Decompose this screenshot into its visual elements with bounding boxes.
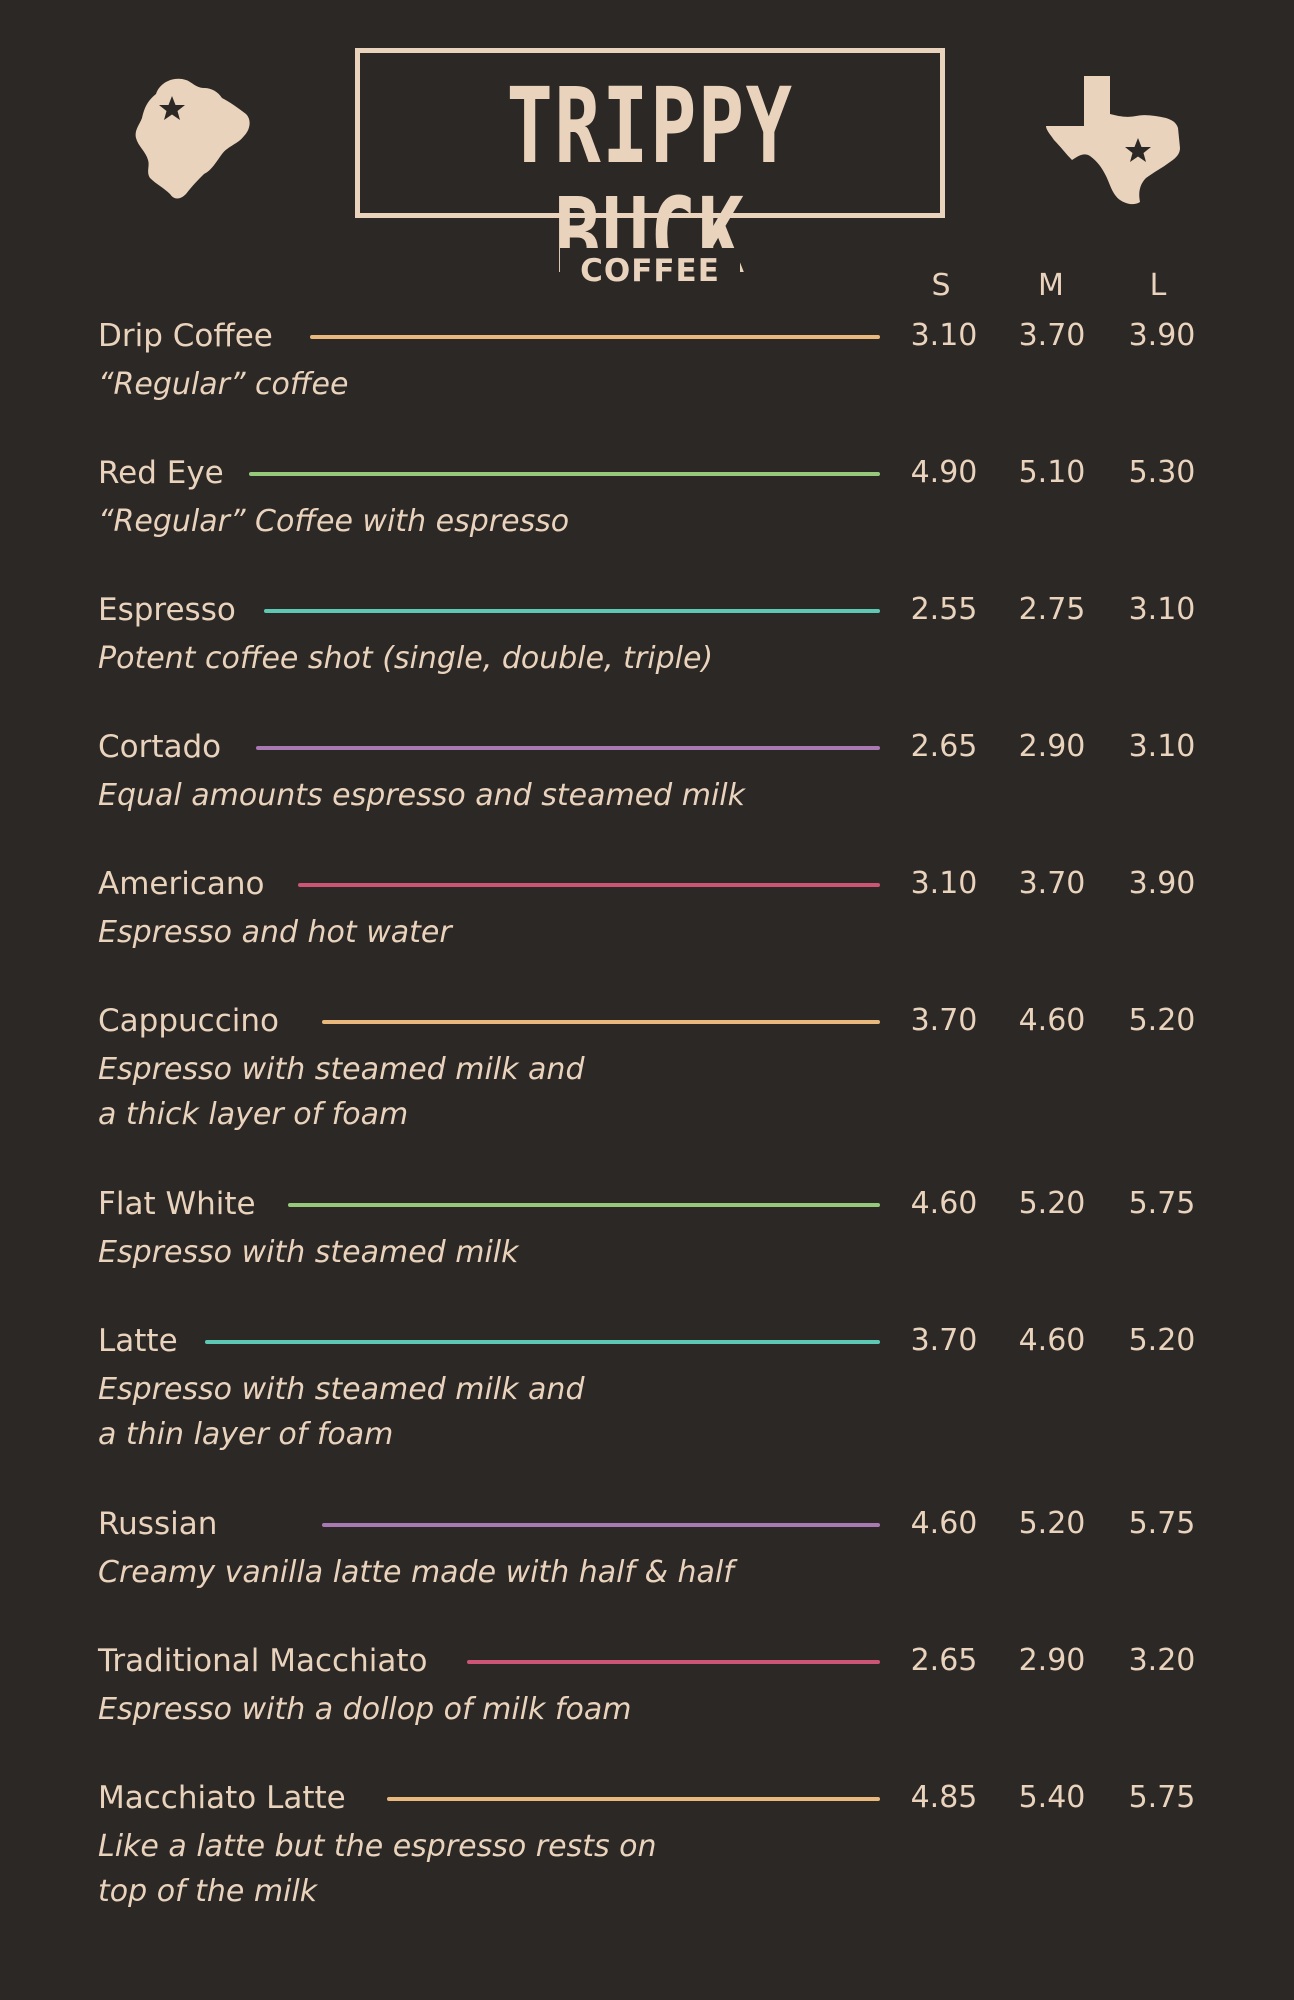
price-large: 3.10 (1128, 729, 1196, 764)
item-name: Flat White (98, 1186, 256, 1222)
item-description: Espresso with steamed milk (98, 1230, 519, 1275)
price-small: 3.70 (910, 1323, 978, 1358)
star-icon (1125, 138, 1151, 162)
item-description: Espresso with steamed milk and a thick l… (98, 1047, 585, 1137)
item-name: Americano (98, 866, 265, 902)
description-line: top of the milk (98, 1874, 318, 1909)
item-name: Red Eye (98, 455, 224, 491)
price-medium: 5.20 (1018, 1186, 1086, 1221)
ethiopia-map-icon (135, 78, 250, 199)
description-line: a thin layer of foam (98, 1417, 394, 1452)
price-medium: 2.90 (1018, 729, 1086, 764)
price-small: 2.65 (910, 729, 978, 764)
description-line: Like a latte but the espresso rests on (98, 1829, 657, 1864)
price-small: 4.90 (910, 455, 978, 490)
price-small: 3.10 (910, 318, 978, 353)
price-small: 4.60 (910, 1506, 978, 1541)
price-medium: 2.90 (1018, 1643, 1086, 1678)
item-divider-line (298, 883, 880, 887)
description-line: Espresso with steamed milk and (98, 1372, 585, 1407)
item-divider-line (256, 746, 880, 750)
price-large: 5.20 (1128, 1323, 1196, 1358)
item-divider-line (205, 1340, 880, 1344)
price-medium: 3.70 (1018, 866, 1086, 901)
item-name: Cortado (98, 729, 222, 765)
description-line: “Regular” coffee (98, 367, 349, 402)
item-divider-line (387, 1797, 880, 1801)
description-line: Espresso with steamed milk and (98, 1052, 585, 1087)
logo-subtitle-wrap: COFFEE (560, 248, 740, 294)
price-medium: 5.10 (1018, 455, 1086, 490)
price-small: 3.10 (910, 866, 978, 901)
item-name: Russian (98, 1506, 218, 1542)
price-small: 4.60 (910, 1186, 978, 1221)
price-large: 5.75 (1128, 1186, 1196, 1221)
price-large: 5.75 (1128, 1506, 1196, 1541)
price-large: 3.90 (1128, 866, 1196, 901)
price-large: 5.20 (1128, 1003, 1196, 1038)
description-line: a thick layer of foam (98, 1097, 409, 1132)
item-divider-line (467, 1660, 880, 1664)
item-divider-line (322, 1020, 880, 1024)
item-name: Traditional Macchiato (98, 1643, 428, 1679)
price-medium: 2.75 (1018, 592, 1086, 627)
item-divider-line (322, 1523, 880, 1527)
item-name: Drip Coffee (98, 318, 273, 354)
price-medium: 5.20 (1018, 1506, 1086, 1541)
description-line: Espresso with a dollop of milk foam (98, 1692, 632, 1727)
item-description: Espresso and hot water (98, 910, 452, 955)
price-small: 3.70 (910, 1003, 978, 1038)
description-line: Potent coffee shot (single, double, trip… (98, 641, 714, 676)
logo-subtitle: COFFEE (580, 253, 720, 289)
item-divider-line (264, 609, 880, 613)
price-large: 3.20 (1128, 1643, 1196, 1678)
price-large: 5.30 (1128, 455, 1196, 490)
item-description: “Regular” coffee (98, 362, 348, 407)
description-line: Espresso and hot water (98, 915, 452, 950)
size-header-large: L (1149, 268, 1167, 303)
price-small: 2.65 (910, 1643, 978, 1678)
price-medium: 4.60 (1018, 1323, 1086, 1358)
description-line: Creamy vanilla latte made with half & ha… (98, 1555, 734, 1590)
description-line: Espresso with steamed milk (98, 1235, 519, 1270)
price-medium: 3.70 (1018, 318, 1086, 353)
price-large: 3.90 (1128, 318, 1196, 353)
item-name: Cappuccino (98, 1003, 279, 1039)
price-small: 4.85 (910, 1780, 978, 1815)
size-header-small: S (931, 268, 951, 303)
price-small: 2.55 (910, 592, 978, 627)
texas-map-icon (1046, 76, 1180, 205)
star-icon (159, 96, 185, 120)
item-description: Like a latte but the espresso rests on t… (98, 1824, 657, 1914)
price-large: 3.10 (1128, 592, 1196, 627)
description-line: Equal amounts espresso and steamed milk (98, 778, 745, 813)
item-name: Latte (98, 1323, 178, 1359)
item-description: Creamy vanilla latte made with half & ha… (98, 1550, 734, 1595)
price-large: 5.75 (1128, 1780, 1196, 1815)
item-divider-line (288, 1203, 880, 1207)
logo-frame: TRIPPY BUCK COFFEE (355, 48, 945, 294)
item-divider-line (249, 472, 880, 476)
item-description: Espresso with steamed milk and a thin la… (98, 1367, 585, 1457)
size-header-medium: M (1038, 268, 1064, 303)
item-name: Espresso (98, 592, 236, 628)
item-description: Equal amounts espresso and steamed milk (98, 773, 745, 818)
price-medium: 4.60 (1018, 1003, 1086, 1038)
item-name: Macchiato Latte (98, 1780, 346, 1816)
item-divider-line (310, 335, 880, 339)
item-description: Espresso with a dollop of milk foam (98, 1687, 631, 1732)
item-description: Potent coffee shot (single, double, trip… (98, 636, 713, 681)
item-description: “Regular” Coffee with espresso (98, 499, 569, 544)
price-medium: 5.40 (1018, 1780, 1086, 1815)
description-line: “Regular” Coffee with espresso (98, 504, 570, 539)
